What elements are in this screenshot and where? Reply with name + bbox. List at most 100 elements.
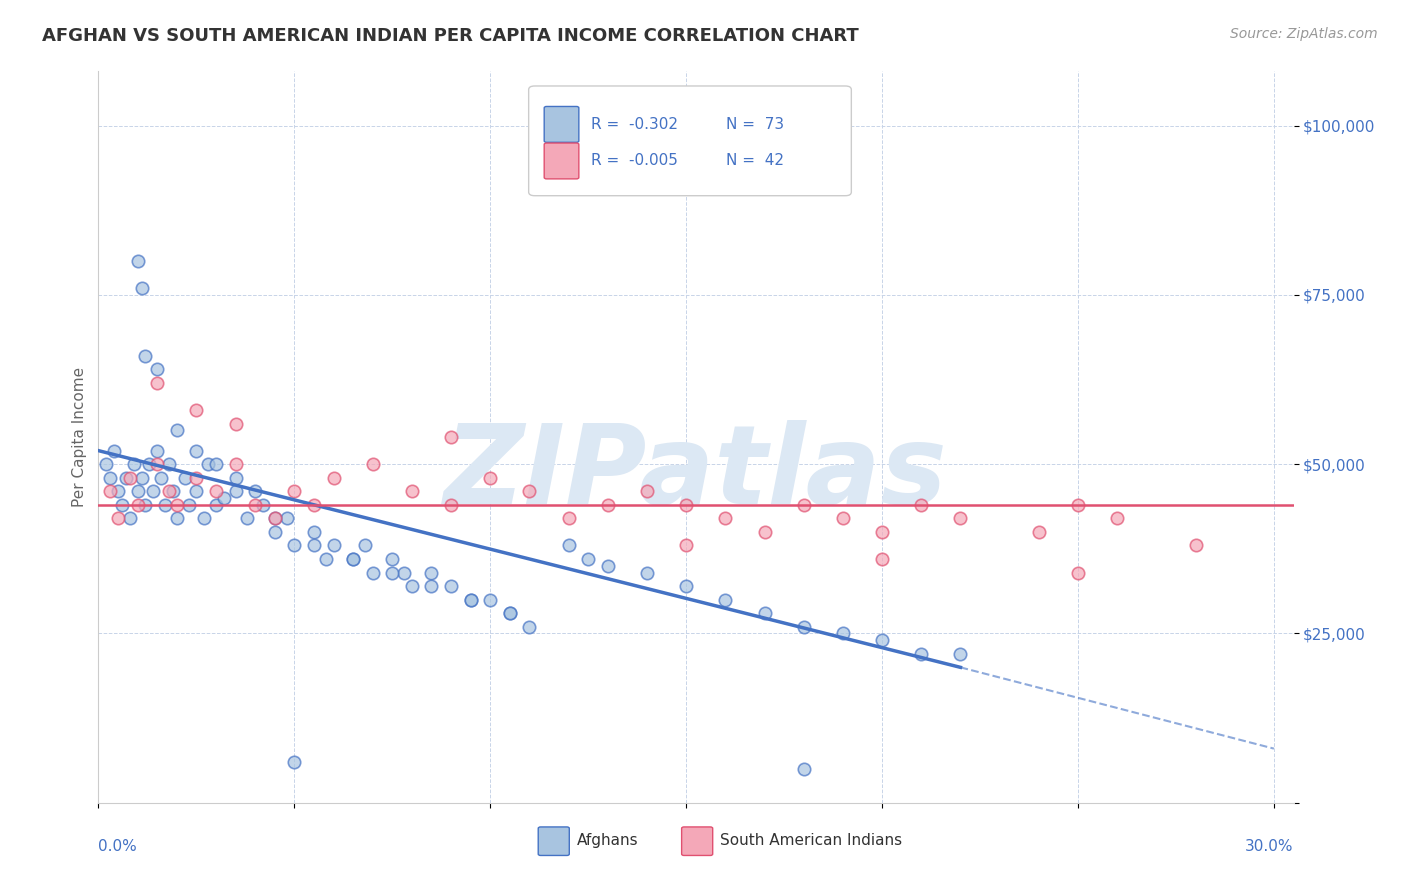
Point — [283, 538, 305, 552]
Point — [150, 471, 173, 485]
Point — [1184, 538, 1206, 552]
Point — [225, 484, 247, 499]
Point — [519, 620, 541, 634]
Point — [118, 511, 141, 525]
Point — [636, 566, 658, 580]
Point — [557, 511, 579, 525]
Point — [146, 376, 169, 390]
Point — [186, 443, 208, 458]
Point — [754, 524, 776, 539]
Text: Afghans: Afghans — [576, 833, 638, 848]
Point — [636, 484, 658, 499]
Point — [302, 498, 325, 512]
FancyBboxPatch shape — [538, 827, 569, 855]
Point — [401, 484, 423, 499]
Point — [122, 457, 145, 471]
Point — [107, 511, 129, 525]
Y-axis label: Per Capita Income: Per Capita Income — [72, 367, 87, 508]
Point — [236, 511, 259, 525]
Point — [157, 484, 180, 499]
Point — [322, 471, 344, 485]
Point — [205, 457, 228, 471]
Point — [205, 498, 228, 512]
Point — [832, 511, 855, 525]
Point — [98, 471, 121, 485]
Text: N =  42: N = 42 — [725, 153, 785, 168]
Point — [118, 471, 141, 485]
Point — [1028, 524, 1050, 539]
Point — [949, 511, 972, 525]
Text: N =  73: N = 73 — [725, 117, 785, 131]
Point — [127, 254, 149, 268]
Point — [870, 552, 893, 566]
Text: Source: ZipAtlas.com: Source: ZipAtlas.com — [1230, 27, 1378, 41]
Point — [322, 538, 344, 552]
Point — [557, 538, 579, 552]
Point — [131, 281, 153, 295]
Point — [146, 443, 169, 458]
Point — [193, 511, 215, 525]
Point — [381, 566, 404, 580]
Point — [342, 552, 364, 566]
Point — [157, 457, 180, 471]
Point — [98, 484, 121, 499]
Point — [212, 491, 235, 505]
Point — [166, 511, 188, 525]
Point — [243, 484, 266, 499]
Point — [173, 471, 195, 485]
Point — [315, 552, 337, 566]
Point — [263, 511, 285, 525]
Point — [870, 524, 893, 539]
Point — [675, 579, 697, 593]
Point — [440, 430, 463, 444]
Point — [420, 566, 443, 580]
Point — [107, 484, 129, 499]
Point — [127, 498, 149, 512]
Text: R =  -0.005: R = -0.005 — [591, 153, 678, 168]
Point — [793, 762, 815, 776]
Point — [111, 498, 134, 512]
Point — [949, 647, 972, 661]
Point — [186, 403, 208, 417]
Point — [793, 498, 815, 512]
Point — [302, 524, 325, 539]
Point — [440, 498, 463, 512]
Point — [225, 471, 247, 485]
FancyBboxPatch shape — [544, 143, 579, 179]
Point — [134, 349, 156, 363]
Point — [420, 579, 443, 593]
FancyBboxPatch shape — [682, 827, 713, 855]
Point — [361, 566, 384, 580]
Point — [714, 592, 737, 607]
Text: R =  -0.302: R = -0.302 — [591, 117, 678, 131]
Point — [302, 538, 325, 552]
Point — [162, 484, 184, 499]
FancyBboxPatch shape — [529, 86, 852, 195]
Point — [127, 484, 149, 499]
Point — [142, 484, 165, 499]
Point — [166, 423, 188, 437]
Point — [243, 498, 266, 512]
Point — [832, 626, 855, 640]
Point — [146, 362, 169, 376]
Text: South American Indians: South American Indians — [720, 833, 903, 848]
Point — [283, 755, 305, 769]
Point — [714, 511, 737, 525]
Point — [596, 498, 619, 512]
Point — [225, 457, 247, 471]
Point — [392, 566, 415, 580]
Point — [576, 552, 599, 566]
Point — [793, 620, 815, 634]
Point — [675, 538, 697, 552]
Point — [186, 484, 208, 499]
Point — [1067, 566, 1090, 580]
Point — [401, 579, 423, 593]
Point — [134, 498, 156, 512]
Point — [381, 552, 404, 566]
Point — [197, 457, 219, 471]
Point — [342, 552, 364, 566]
Point — [205, 484, 228, 499]
Point — [675, 498, 697, 512]
Point — [479, 471, 502, 485]
Point — [263, 524, 285, 539]
